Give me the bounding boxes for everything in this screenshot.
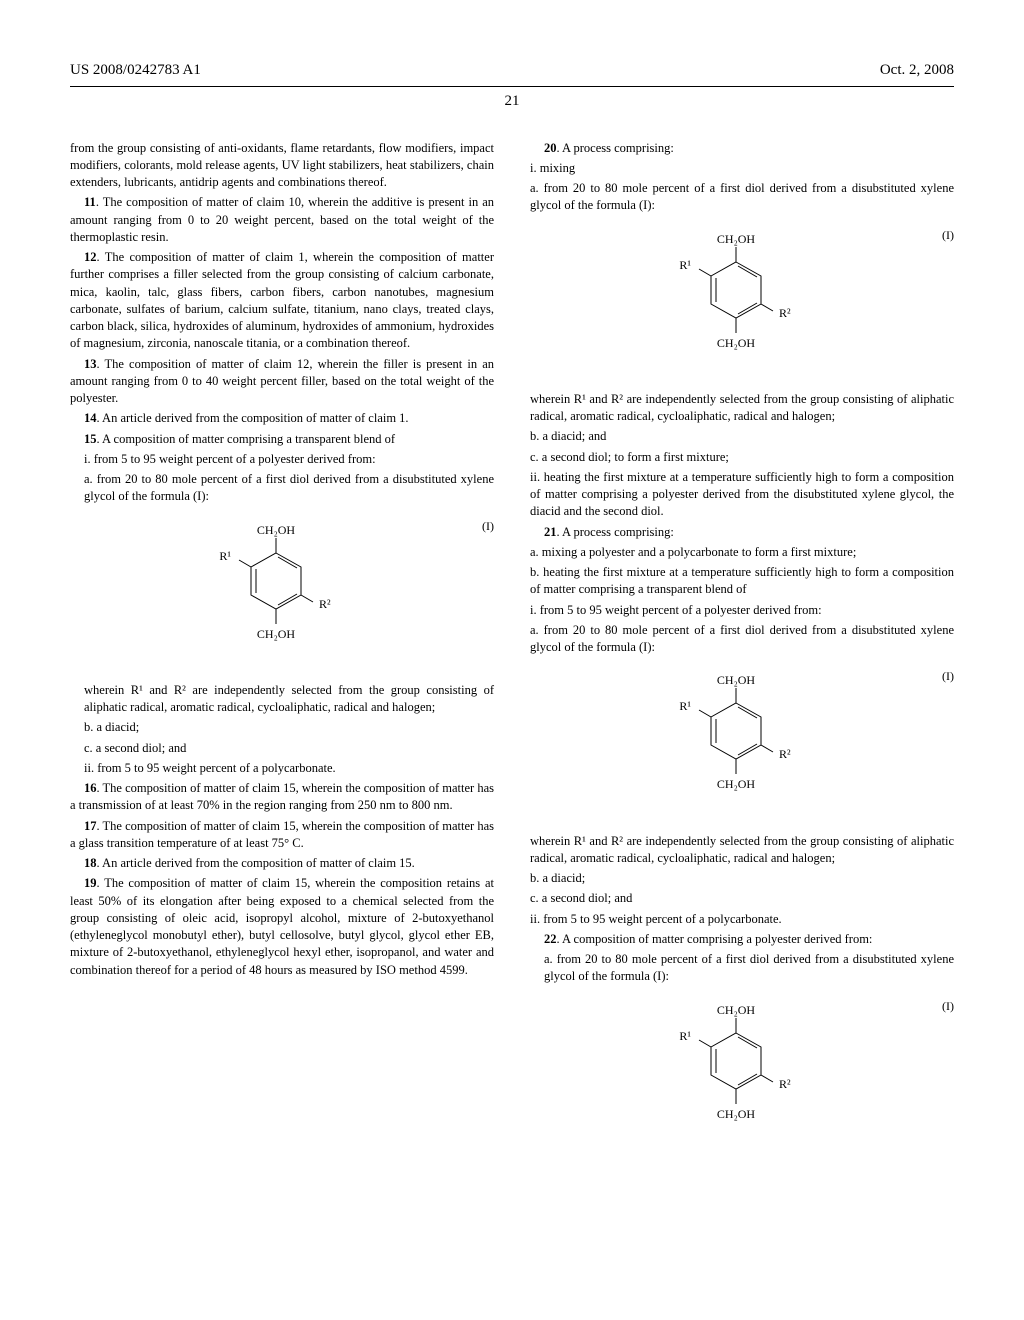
claim-17: 17. The composition of matter of claim 1… [70, 818, 494, 853]
claim-number: 22 [544, 932, 557, 946]
claim-text: . A process comprising: [557, 141, 674, 155]
claim-15: 15. A composition of matter comprising a… [70, 431, 494, 448]
claim-20-ii: ii. heating the first mixture at a tempe… [530, 469, 954, 521]
claim-20: 20. A process comprising: [530, 140, 954, 157]
svg-text:R²: R² [779, 1077, 791, 1091]
benzene-structure-icon: CH₂OH CH₂OH R¹ R² [661, 998, 811, 1143]
claim-20-i: i. mixing [530, 160, 954, 177]
claim-21-a2: a. from 20 to 80 mole percent of a first… [530, 622, 954, 657]
formula-1-left: (I) CH₂OH CH₂OH R¹ R² [70, 518, 494, 668]
claim-21-wherein: wherein R¹ and R² are independently sele… [530, 833, 954, 868]
claim-16: 16. The composition of matter of claim 1… [70, 780, 494, 815]
page-header: US 2008/0242783 A1 Oct. 2, 2008 [70, 60, 954, 87]
claim-21: 21. A process comprising: [530, 524, 954, 541]
two-column-layout: from the group consisting of anti-oxidan… [70, 140, 954, 1162]
claim-text: . The composition of matter of claim 1, … [70, 250, 494, 350]
svg-text:CH₂OH: CH₂OH [257, 627, 296, 641]
benzene-structure-icon: CH₂OH CH₂OH R¹ R² [661, 227, 811, 372]
continuation-paragraph: from the group consisting of anti-oxidan… [70, 140, 494, 192]
svg-text:CH₂OH: CH₂OH [717, 1003, 756, 1017]
svg-text:R¹: R¹ [679, 699, 691, 713]
svg-text:CH₂OH: CH₂OH [717, 1107, 756, 1121]
svg-text:R²: R² [319, 597, 331, 611]
claim-15-a: a. from 20 to 80 mole percent of a first… [84, 471, 494, 506]
claim-19: 19. The composition of matter of claim 1… [70, 875, 494, 979]
claim-20-b: b. a diacid; and [530, 428, 954, 445]
claim-21-ii: ii. from 5 to 95 weight percent of a pol… [530, 911, 954, 928]
claim-20-c: c. a second diol; to form a first mixtur… [530, 449, 954, 466]
claim-text: . The composition of matter of claim 15,… [70, 781, 494, 812]
claim-14: 14. An article derived from the composit… [70, 410, 494, 427]
claim-21-b: b. heating the first mixture at a temper… [530, 564, 954, 599]
claim-15-i: i. from 5 to 95 weight percent of a poly… [84, 451, 494, 468]
claim-21-i: i. from 5 to 95 weight percent of a poly… [530, 602, 954, 619]
claim-number: 21 [544, 525, 557, 539]
claim-21-a: a. mixing a polyester and a polycarbonat… [530, 544, 954, 561]
claim-20-a: a. from 20 to 80 mole percent of a first… [530, 180, 954, 215]
svg-text:CH₂OH: CH₂OH [717, 673, 756, 687]
claim-text: . The composition of matter of claim 10,… [70, 195, 494, 244]
claim-text: . A composition of matter comprising a t… [97, 432, 396, 446]
publication-date: Oct. 2, 2008 [880, 60, 954, 80]
formula-label: (I) [942, 227, 954, 244]
claim-text: . The composition of matter of claim 12,… [70, 357, 494, 406]
claim-number: 12 [84, 250, 97, 264]
claim-text: . A composition of matter comprising a p… [557, 932, 873, 946]
claim-20-wherein: wherein R¹ and R² are independently sele… [530, 391, 954, 426]
claim-18: 18. An article derived from the composit… [70, 855, 494, 872]
claim-text: . The composition of matter of claim 15,… [70, 819, 494, 850]
formula-1-right-c: (I) CH₂OH CH₂OH R¹ R² [530, 998, 954, 1148]
left-column: from the group consisting of anti-oxidan… [70, 140, 494, 1162]
claim-11: 11. The composition of matter of claim 1… [70, 194, 494, 246]
claim-number: 17 [84, 819, 97, 833]
formula-1-right-b: (I) CH₂OH CH₂OH R¹ R² [530, 668, 954, 818]
svg-text:R¹: R¹ [219, 549, 231, 563]
claim-number: 18 [84, 856, 97, 870]
claim-15-ii: ii. from 5 to 95 weight percent of a pol… [84, 760, 494, 777]
svg-text:R²: R² [779, 306, 791, 320]
formula-label: (I) [942, 668, 954, 685]
right-column: 20. A process comprising: i. mixing a. f… [530, 140, 954, 1162]
claim-number: 11 [84, 195, 96, 209]
svg-text:R²: R² [779, 747, 791, 761]
claim-text: . An article derived from the compositio… [97, 411, 409, 425]
claim-text: . The composition of matter of claim 15,… [70, 876, 494, 976]
claim-15-c: c. a second diol; and [84, 740, 494, 757]
claim-22-a: a. from 20 to 80 mole percent of a first… [544, 951, 954, 986]
svg-text:R¹: R¹ [679, 1029, 691, 1043]
claim-text: . A process comprising: [557, 525, 674, 539]
claim-15-b: b. a diacid; [84, 719, 494, 736]
claim-15-wherein: wherein R¹ and R² are independently sele… [84, 682, 494, 717]
claim-12: 12. The composition of matter of claim 1… [70, 249, 494, 353]
formula-1-right-a: (I) CH₂OH CH₂OH R¹ R² [530, 227, 954, 377]
svg-text:CH₂OH: CH₂OH [717, 777, 756, 791]
claim-number: 19 [84, 876, 97, 890]
svg-text:CH₂OH: CH₂OH [257, 523, 296, 537]
claim-21-b2: b. a diacid; [530, 870, 954, 887]
formula-label: (I) [482, 518, 494, 535]
patent-page: US 2008/0242783 A1 Oct. 2, 2008 21 from … [0, 0, 1024, 1320]
claim-number: 13 [84, 357, 97, 371]
claim-number: 16 [84, 781, 97, 795]
claim-number: 14 [84, 411, 97, 425]
svg-text:R¹: R¹ [679, 258, 691, 272]
claim-number: 15 [84, 432, 97, 446]
formula-label: (I) [942, 998, 954, 1015]
publication-number: US 2008/0242783 A1 [70, 60, 201, 80]
claim-number: 20 [544, 141, 557, 155]
page-number: 21 [70, 91, 954, 111]
claim-21-c: c. a second diol; and [530, 890, 954, 907]
svg-text:CH₂OH: CH₂OH [717, 336, 756, 350]
claim-13: 13. The composition of matter of claim 1… [70, 356, 494, 408]
claim-text: . An article derived from the compositio… [97, 856, 415, 870]
benzene-structure-icon: CH₂OH CH₂OH R¹ R² [661, 668, 811, 813]
svg-text:CH₂OH: CH₂OH [717, 232, 756, 246]
claim-22: 22. A composition of matter comprising a… [530, 931, 954, 948]
benzene-structure-icon: CH₂OH CH₂OH R¹ R² [201, 518, 351, 663]
